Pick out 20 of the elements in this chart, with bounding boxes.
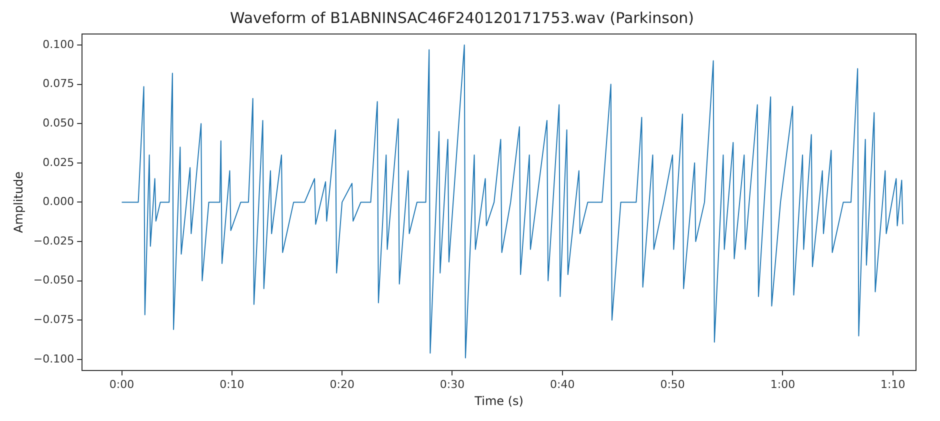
y-tick-label: −0.025	[33, 234, 74, 248]
x-tick-label: 0:20	[330, 378, 354, 391]
x-tick-label: 1:00	[770, 378, 796, 391]
y-tick-label: 0.050	[42, 116, 74, 130]
y-tick-label: −0.050	[33, 274, 74, 287]
x-tick-label: 0:00	[109, 378, 134, 391]
x-axis-title: Time (s)	[474, 394, 524, 408]
y-tick-label: 0.025	[42, 156, 74, 169]
y-tick-label: −0.100	[33, 352, 74, 366]
y-tick-label: 0.075	[42, 77, 74, 90]
y-axis-title: Amplitude	[11, 171, 26, 233]
y-tick-label: 0.100	[42, 38, 74, 51]
x-tick-label: 0:40	[550, 378, 575, 391]
x-tick-label: 0:30	[440, 378, 465, 391]
x-tick-label: 0:50	[660, 378, 685, 391]
y-tick-label: −0.075	[33, 312, 74, 326]
x-tick-label: 1:10	[880, 378, 906, 391]
chart-title: Waveform of B1ABNINSAC46F240120171753.wav (Parkinson)	[230, 8, 694, 27]
y-tick-label: 0.000	[42, 195, 74, 208]
x-tick-label: 0:10	[220, 378, 244, 391]
